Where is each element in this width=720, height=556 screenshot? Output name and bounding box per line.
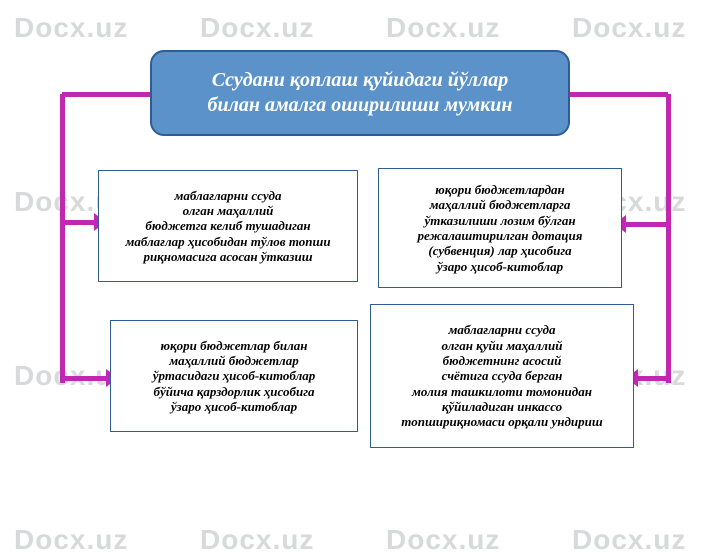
- item-line: ўзаро ҳисоб-китоблар: [437, 259, 563, 274]
- connector-segment: [62, 92, 152, 97]
- item-line: ўзаро ҳисоб-китоблар: [171, 399, 297, 414]
- box-bottom-left: юқори бюджетлар биланмаҳаллий бюджетларў…: [110, 320, 358, 432]
- item-line: (субвенция) лар ҳисобига: [428, 243, 571, 258]
- item-line: қўйиладиган инкассо: [442, 399, 562, 414]
- item-line: юқори бюджетлар билан: [161, 338, 308, 353]
- connector-segment: [62, 220, 94, 225]
- box-top-right: юқори бюджетларданмаҳаллий бюджетларгаўт…: [378, 168, 622, 288]
- box-top-left: маблағларни ссудаолган маҳаллийбюджетга …: [98, 170, 358, 282]
- connector-segment: [666, 94, 671, 383]
- item-line: ўртасидаги ҳисоб-китоблар: [153, 368, 316, 383]
- item-line: маблағларни ссуда: [448, 322, 555, 337]
- item-line: бюджетга келиб тушадиган: [145, 218, 310, 233]
- connector-segment: [60, 94, 65, 383]
- title-line: билан амалга оширилиши мумкин: [207, 93, 512, 118]
- item-line: топшириқномаси орқали ундириш: [401, 414, 602, 429]
- diagram-canvas: Ссудани қоплаш қуйидаги йўлларбилан амал…: [0, 0, 720, 540]
- item-line: олган маҳаллий: [183, 203, 274, 218]
- connector-segment: [626, 222, 668, 227]
- item-line: юқори бюджетлардан: [435, 182, 565, 197]
- item-line: маблағлар ҳисобидан тўлов топши: [125, 234, 330, 249]
- connector-segment: [638, 376, 668, 381]
- item-line: бюджетнинг асосий: [443, 353, 562, 368]
- item-line: счётига ссуда берган: [442, 368, 563, 383]
- item-line: молия ташкилоти томонидан: [412, 384, 592, 399]
- item-line: ўтказилиши лозим бўлган: [424, 213, 575, 228]
- item-line: маблағларни ссуда: [174, 188, 281, 203]
- box-bottom-right: маблағларни ссудаолган қуйи маҳаллийбюдж…: [370, 304, 634, 448]
- item-line: риқномасига асосан ўтказиш: [143, 249, 312, 264]
- item-line: олган қуйи маҳаллий: [442, 338, 563, 353]
- title-box: Ссудани қоплаш қуйидаги йўлларбилан амал…: [150, 50, 570, 136]
- item-line: маҳаллий бюджетлар: [169, 353, 298, 368]
- connector-segment: [62, 376, 106, 381]
- item-line: режалаштирилган дотация: [418, 228, 583, 243]
- item-line: маҳаллий бюджетларга: [430, 197, 571, 212]
- connector-segment: [568, 92, 668, 97]
- item-line: бўйича қарздорлик ҳисобига: [154, 384, 315, 399]
- title-line: Ссудани қоплаш қуйидаги йўллар: [212, 68, 509, 93]
